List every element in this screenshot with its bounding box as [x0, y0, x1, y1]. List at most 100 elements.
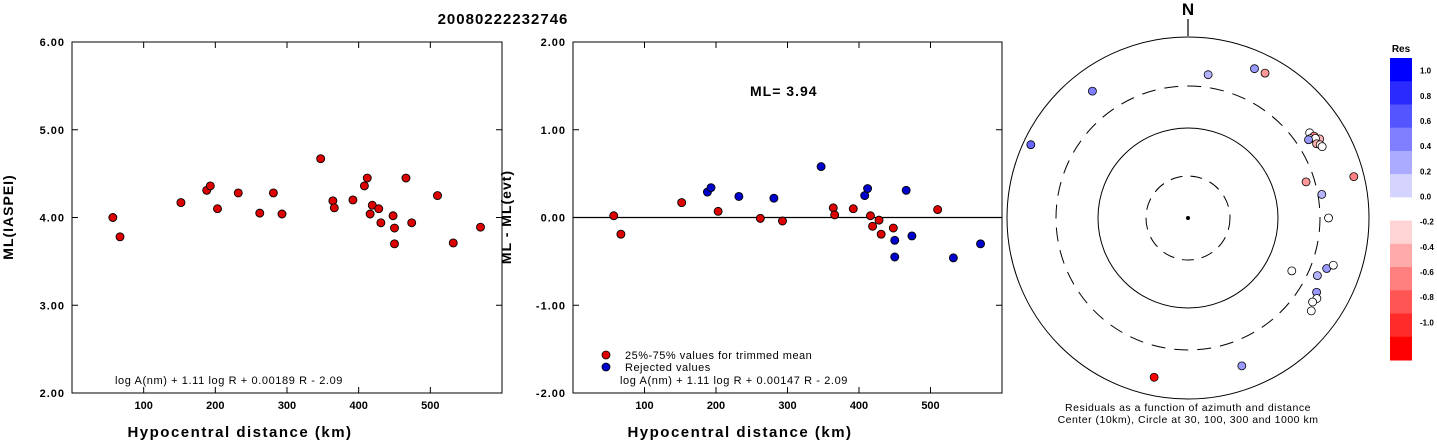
plot-frame — [71, 41, 503, 394]
station-point — [1317, 190, 1327, 199]
colorbar-label: 0.0 — [1420, 192, 1432, 201]
colorbar-label: 0.2 — [1420, 167, 1432, 176]
center-dot — [1186, 216, 1190, 220]
colorbar-cell — [1390, 336, 1412, 361]
data-point — [901, 185, 911, 195]
y-axis-label: ML(IASPEI) — [0, 174, 16, 259]
data-point — [108, 213, 118, 222]
data-point — [365, 209, 375, 219]
data-point — [376, 218, 386, 228]
station-point — [1312, 271, 1322, 281]
data-point — [255, 208, 265, 218]
x-tick-label: 500 — [921, 400, 939, 412]
data-point — [176, 198, 186, 208]
y-tick-label: 2.00 — [40, 388, 65, 400]
data-point — [769, 193, 779, 203]
station-point — [1287, 266, 1297, 276]
colorbar-label: 0.4 — [1420, 142, 1432, 151]
data-point — [816, 162, 826, 172]
colorbar-cell — [1390, 150, 1412, 175]
y-tick-label: -1.00 — [536, 300, 566, 312]
data-point — [448, 238, 458, 248]
x-tick-label: 400 — [349, 400, 367, 412]
y-tick-label: 3.00 — [40, 300, 65, 312]
x-tick-label: 200 — [206, 400, 224, 412]
x-tick-label: 200 — [707, 400, 725, 412]
station-point — [1088, 86, 1097, 96]
legend-label-rejected: Rejected values — [625, 362, 711, 374]
legend-marker-rejected — [601, 362, 611, 372]
figure-title: 20080222232746 — [438, 11, 569, 28]
colorbar-cell — [1390, 81, 1412, 105]
data-point — [233, 188, 243, 198]
x-axis-label: Hypocentral distance (km) — [127, 424, 352, 441]
x-tick-label: 500 — [421, 400, 439, 412]
colorbar-cell — [1390, 313, 1412, 338]
azimuth-residual-plot: N Residuals as a function of azimuth and… — [1006, 0, 1370, 426]
data-point — [433, 191, 442, 201]
data-point — [115, 232, 125, 242]
data-point — [277, 209, 287, 219]
x-tick-label: 100 — [134, 400, 152, 412]
legend-marker-trimmed — [601, 350, 611, 360]
data-point — [874, 215, 884, 225]
data-point — [348, 195, 358, 205]
data-point — [778, 216, 787, 226]
data-point — [755, 213, 765, 223]
formula-label: log A(nm) + 1.11 log R + 0.00147 R - 2.0… — [620, 375, 848, 387]
x-tick-label: 400 — [850, 400, 868, 412]
colorbar-label: -0.4 — [1420, 243, 1434, 252]
colorbar-title: Res — [1392, 44, 1411, 55]
y-tick-label: 0.00 — [541, 213, 566, 225]
station-point — [1328, 260, 1338, 270]
station-point — [1317, 142, 1327, 152]
data-point — [848, 204, 858, 214]
ring-300km — [1055, 85, 1321, 351]
data-point — [976, 239, 985, 249]
station-point — [1026, 140, 1036, 150]
data-point — [948, 253, 958, 263]
caption-line-2: Center (10km), Circle at 30, 100, 300 an… — [1058, 414, 1319, 426]
station-point — [1237, 361, 1247, 371]
data-point — [401, 173, 411, 183]
data-point — [374, 204, 384, 214]
station-point — [1324, 213, 1333, 223]
data-point — [329, 203, 339, 213]
residual-colorbar: Res 1.0 0.8 0.6 0.4 0.2 0.0 -0.2 -0.4 -0.6 -0.8 -1… — [1390, 44, 1434, 361]
data-point — [863, 184, 873, 193]
x-tick-label: 100 — [635, 400, 653, 412]
station-point — [1349, 172, 1359, 182]
x-tick-label: 300 — [278, 400, 296, 412]
colorbar-cell — [1390, 127, 1412, 152]
data-point — [616, 229, 626, 239]
data-point — [476, 222, 485, 232]
y-axis-label: ML - ML(evt) — [498, 170, 514, 264]
data-point — [734, 191, 744, 201]
y-tick-label: 2.00 — [541, 37, 566, 49]
data-point — [876, 229, 886, 239]
data-point — [677, 198, 687, 208]
ring-1000km — [1006, 36, 1370, 400]
data-point — [907, 231, 917, 241]
station-point — [1149, 372, 1159, 382]
colorbar-label: 0.6 — [1420, 117, 1432, 126]
colorbar-label: 1.0 — [1420, 67, 1432, 76]
y-tick-label: 1.00 — [541, 125, 566, 137]
data-point — [868, 221, 878, 231]
data-point — [205, 181, 215, 191]
colorbar-label: -0.8 — [1420, 293, 1434, 302]
x-axis-label: Hypocentral distance (km) — [627, 424, 852, 441]
colorbar-label: -0.6 — [1420, 268, 1434, 277]
station-point — [1250, 64, 1259, 74]
north-label: N — [1182, 0, 1194, 19]
magnitude-vs-distance-chart: 2.00 3.00 4.00 5.00 6.00 100 200 300 400 500 Hypo… — [0, 37, 503, 441]
data-point — [609, 211, 619, 221]
ring-100km — [1097, 127, 1279, 309]
y-tick-label: 6.00 — [40, 37, 65, 49]
colorbar-cell — [1390, 243, 1412, 268]
data-point — [388, 211, 398, 221]
data-point — [890, 252, 900, 262]
data-point — [407, 218, 417, 228]
data-point — [362, 173, 372, 183]
colorbar-label: -1.0 — [1420, 318, 1434, 327]
